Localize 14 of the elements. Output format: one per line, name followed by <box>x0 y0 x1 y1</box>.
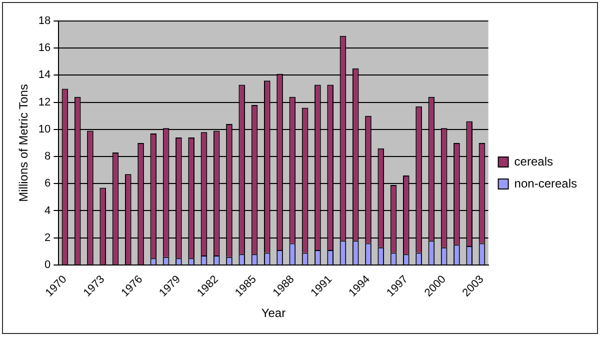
y-tick-label: 18 <box>38 15 51 28</box>
y-tick-label: 6 <box>44 178 51 190</box>
y-tick-label: 10 <box>38 123 51 136</box>
y-axis-title: Millions of Metric Tons <box>16 84 31 202</box>
y-tick-label: 14 <box>38 69 51 82</box>
x-axis-title: Year <box>261 306 286 320</box>
legend-label: non-cereals <box>514 176 577 190</box>
legend-label: cereals <box>514 154 553 168</box>
y-tick-label: 16 <box>38 42 51 54</box>
y-tick-label: 0 <box>44 258 51 271</box>
y-tick-label: 2 <box>44 232 51 244</box>
y-tick-label: 8 <box>44 150 51 163</box>
y-tick-label: 4 <box>44 204 51 217</box>
y-tick-label: 12 <box>38 96 51 108</box>
